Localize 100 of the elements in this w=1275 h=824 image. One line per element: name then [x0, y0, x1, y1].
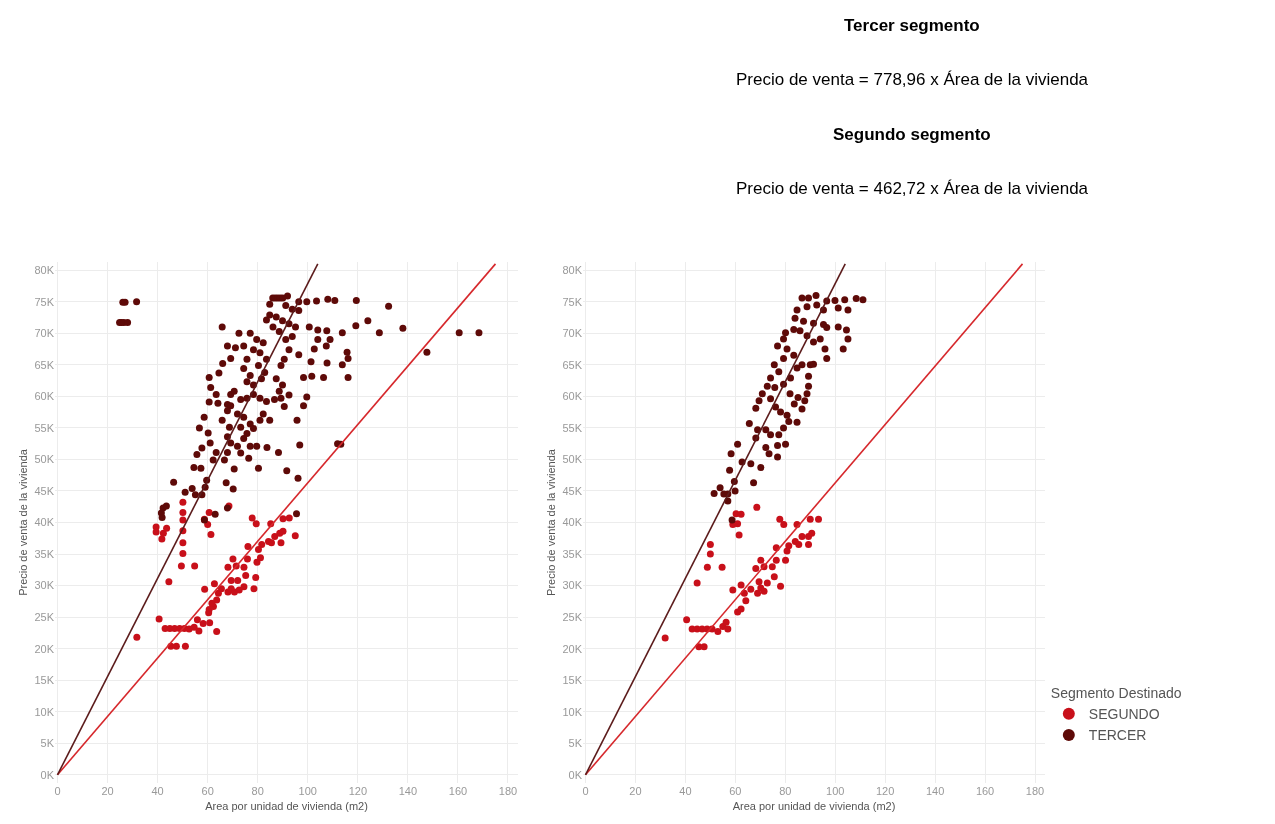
point: [693, 579, 701, 587]
point: [661, 634, 669, 642]
point: [737, 510, 745, 518]
point: [747, 585, 755, 593]
y-tick-label: 70K: [34, 327, 55, 340]
x-tick-label: 100: [298, 785, 317, 797]
point: [805, 541, 813, 549]
x-tick-label: 120: [348, 785, 368, 797]
point: [777, 582, 785, 590]
text: Tercer segmento: [844, 16, 980, 35]
point: [757, 556, 765, 564]
point: [724, 625, 732, 633]
point: [806, 515, 814, 523]
point: [729, 586, 737, 594]
x-tick-label: 180: [498, 785, 518, 797]
point: [755, 578, 763, 586]
point: [763, 579, 771, 587]
x-tick-label: 60: [729, 785, 742, 797]
x-axis-title: Area por unidad de vivienda (m2): [732, 800, 896, 813]
y-tick-label: 10K: [34, 705, 55, 718]
point: [683, 616, 691, 624]
x-tick-label: 160: [448, 785, 468, 797]
y-tick-label: 0K: [40, 768, 55, 781]
y-tick-label: 75K: [34, 295, 55, 308]
y-axis-title: Precio de venta de la vivienda: [545, 448, 558, 596]
y-tick-label: 45K: [34, 484, 55, 497]
point: [770, 573, 778, 581]
point: [772, 556, 780, 564]
point: [735, 531, 743, 539]
y-tick-label: 65K: [562, 358, 583, 371]
x-tick-label: 40: [151, 785, 164, 797]
y-tick-label: 5K: [40, 737, 55, 750]
y-tick-label: 50K: [562, 453, 583, 466]
point: [718, 563, 726, 571]
y-tick-label: 60K: [34, 390, 55, 403]
point: [768, 563, 776, 571]
point: [782, 556, 790, 564]
point: [742, 597, 750, 605]
y-tick-label: 5K: [568, 737, 583, 750]
y-tick-label: 35K: [34, 547, 55, 560]
x-tick-label: 20: [101, 785, 114, 797]
x-tick-label: 140: [925, 785, 945, 797]
y-tick-label: 45K: [562, 484, 583, 497]
point: [714, 628, 722, 636]
x-axis-title: Area por unidad de vivienda (m2): [205, 800, 368, 813]
point: [754, 589, 762, 597]
legend-label: SEGUNDO: [1088, 706, 1160, 723]
y-tick-label: 20K: [562, 642, 583, 655]
text: Precio de venta = 778,96 x Área de la vivienda: [736, 70, 1089, 89]
y-tick-label: 40K: [34, 516, 55, 529]
y-tick-label: 0K: [568, 768, 583, 781]
point: [734, 520, 742, 528]
point: [703, 563, 711, 571]
y-tick-label: 60K: [562, 390, 583, 403]
x-tick-label: 140: [398, 785, 418, 797]
point: [752, 565, 760, 573]
x-tick-label: 0: [54, 785, 61, 797]
text: Precio de venta = 462,72 x Área de la vivienda: [736, 179, 1089, 198]
legend-label: TERCER: [1088, 727, 1147, 744]
y-tick-label: 50K: [34, 453, 55, 466]
y-tick-label: 70K: [562, 327, 583, 340]
point: [780, 520, 788, 528]
x-tick-label: 80: [779, 785, 792, 797]
x-tick-label: 180: [1025, 785, 1045, 797]
y-tick-label: 15K: [34, 674, 55, 687]
x-tick-label: 20: [629, 785, 642, 797]
x-tick-label: 40: [679, 785, 692, 797]
point: [776, 515, 784, 523]
y-tick-label: 35K: [562, 547, 583, 560]
y-tick-label: 80K: [562, 264, 583, 277]
text: Segundo segmento: [833, 125, 991, 144]
point: [753, 503, 761, 511]
y-tick-label: 75K: [562, 295, 583, 308]
y-tick-label: 55K: [34, 421, 55, 434]
point: [700, 643, 708, 651]
y-tick-label: 55K: [562, 421, 583, 434]
legend-title: Segmento Destinado: [1050, 685, 1182, 702]
x-tick-label: 60: [201, 785, 214, 797]
y-tick-label: 80K: [34, 264, 55, 277]
point: [785, 542, 793, 550]
point: [706, 550, 714, 558]
y-tick-label: 25K: [34, 610, 55, 623]
point: [722, 618, 730, 626]
point: [795, 541, 803, 549]
point: [815, 515, 822, 523]
point: [737, 581, 745, 589]
y-tick-label: 25K: [562, 610, 583, 623]
x-tick-label: 0: [582, 785, 589, 797]
point: [808, 529, 816, 537]
x-tick-label: 80: [251, 785, 264, 797]
x-tick-label: 100: [826, 785, 845, 797]
y-axis-title: Precio de venta de la vivienda: [17, 448, 30, 596]
y-tick-label: 30K: [34, 579, 55, 592]
point: [798, 532, 806, 540]
y-tick-label: 65K: [34, 358, 55, 371]
y-tick-label: 30K: [562, 579, 583, 592]
y-tick-label: 15K: [562, 674, 583, 687]
y-tick-label: 20K: [34, 642, 55, 655]
x-tick-label: 120: [875, 785, 895, 797]
y-tick-label: 40K: [562, 516, 583, 529]
